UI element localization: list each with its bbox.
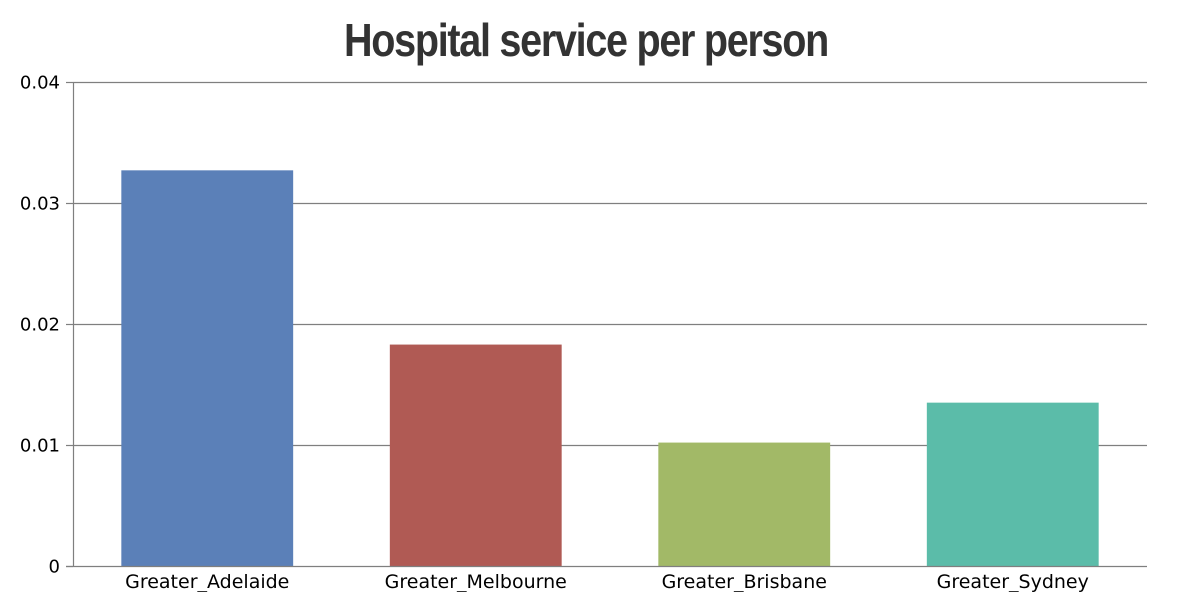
y-tick-label: 0 [49, 557, 60, 578]
bar [926, 402, 1099, 566]
chart-title: Hospital service per person [343, 14, 829, 66]
x-tick-label: Greater_Sydney [937, 571, 1089, 592]
bars [121, 170, 1099, 566]
labels: 0 0.01 0.02 0.03 0.04 Greater_Adelaide Greater… [20, 73, 1089, 592]
bar [121, 170, 294, 566]
axes [66, 81, 1147, 568]
y-tick-label: 0.02 [20, 315, 60, 336]
y-tick-label: 0.04 [20, 73, 60, 94]
x-tick-label: Greater_Melbourne [385, 571, 567, 592]
x-tick-label: Greater_Adelaide [125, 571, 289, 592]
bar [389, 344, 562, 566]
bar [658, 442, 831, 566]
y-tick-label: 0.03 [20, 194, 60, 215]
x-tick-label: Greater_Brisbane [662, 571, 827, 592]
y-tick-label: 0.01 [20, 436, 60, 457]
